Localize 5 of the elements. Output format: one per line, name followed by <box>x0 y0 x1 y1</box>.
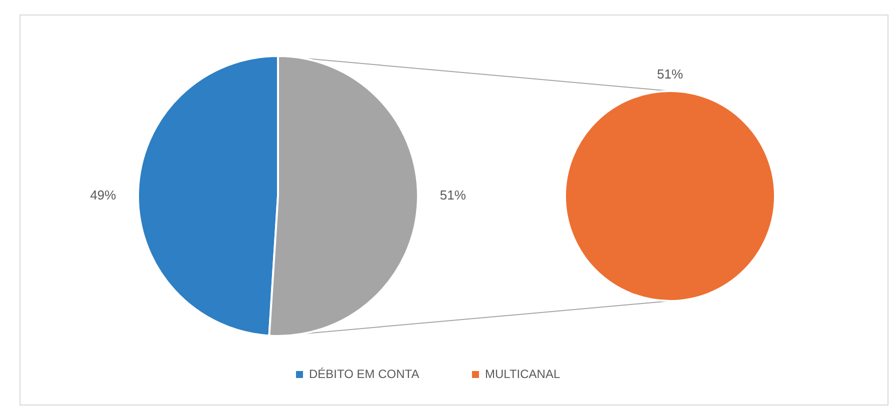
data-label: 51% <box>440 187 466 202</box>
legend-label: MULTICANAL <box>485 367 560 382</box>
data-label: 49% <box>90 187 117 202</box>
legend-label: DÉBITO EM CONTA <box>309 367 420 382</box>
data-label: 51% <box>656 66 684 82</box>
